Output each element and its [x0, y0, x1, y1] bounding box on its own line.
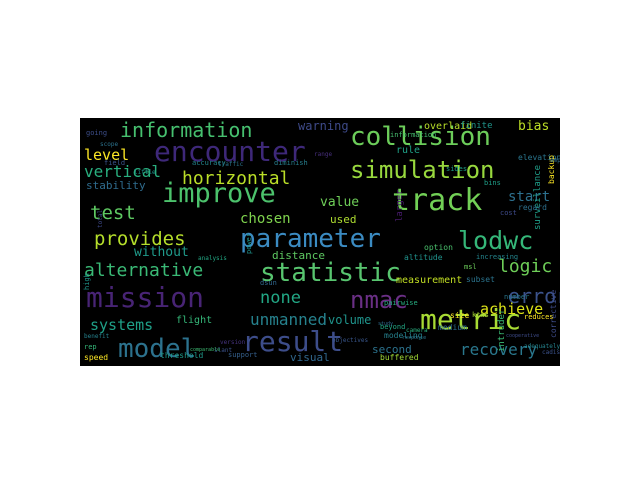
cloud-word: cooperative [506, 333, 540, 339]
cloud-word: option [424, 243, 453, 252]
cloud-word: alternative [84, 260, 204, 281]
cloud-word: sides [446, 165, 468, 173]
cloud-word: parameter [240, 224, 381, 254]
cloud-word: scope [100, 141, 119, 148]
cloud-word: larger [395, 189, 405, 222]
cloud-word: level [84, 146, 130, 164]
cloud-word: recovery [460, 340, 538, 359]
cloud-word: going [86, 129, 108, 137]
cloud-word: beyond [380, 323, 406, 331]
cloud-word: distance [272, 249, 325, 262]
cloud-word: model [118, 334, 197, 364]
cloud-word: analysis [198, 255, 227, 262]
cloud-word: overlaid [424, 121, 473, 132]
cloud-word: none [260, 288, 301, 308]
cloud-word: response [402, 335, 427, 341]
cloud-word: version [220, 339, 246, 346]
cloud-word: chosen [240, 211, 291, 227]
cloud-word: provides [94, 228, 186, 250]
cloud-word: rep [84, 343, 97, 351]
cloud-word: nmac [350, 286, 408, 314]
cloud-word: number [504, 293, 530, 301]
cloud-word: visual [290, 351, 330, 364]
cloud-word: accuracy [192, 159, 226, 167]
cloud-word: total [97, 209, 104, 228]
cloud-word: achieve [480, 300, 544, 318]
cloud-word: altitude [404, 253, 443, 262]
word-cloud: parameter statistic encounter collision simu… [80, 118, 560, 366]
cloud-word: vertical [84, 162, 162, 181]
cloud-word: finite [460, 121, 493, 131]
cloud-word: logic [498, 256, 553, 277]
cloud-word: improve [162, 178, 276, 209]
cloud-word: collision [350, 122, 491, 152]
cloud-word: high [83, 273, 91, 290]
cloud-word: statistic [260, 258, 401, 288]
cloud-word: value [320, 195, 360, 210]
cloud-word: ample [550, 157, 560, 164]
cloud-word: intruder [497, 308, 507, 352]
cloud-word: warning [298, 119, 349, 133]
cloud-word: elevation [518, 153, 560, 162]
cloud-word: medium [438, 323, 467, 332]
cloud-word: regard [518, 203, 547, 212]
cloud-word: pairwise [384, 299, 418, 307]
cloud-word: modeling [384, 331, 423, 340]
cloud-word: track [392, 183, 483, 218]
cloud-word: threshold [160, 351, 204, 360]
cloud-word: bias [518, 119, 550, 134]
cloud-word: flight [176, 315, 213, 326]
cloud-word: without [134, 245, 189, 260]
cloud-word: stability [86, 179, 146, 192]
cloud-word: size [450, 311, 470, 320]
cloud-word: subset [466, 275, 495, 284]
cloud-word: increasing [476, 253, 519, 261]
cloud-word: camera [406, 327, 428, 334]
cloud-word: msl [464, 263, 477, 271]
cloud-word: unmanned [250, 310, 328, 329]
cloud-word: metric [420, 303, 522, 336]
cloud-word: field [104, 159, 126, 167]
cloud-word: surveillance [533, 164, 543, 230]
cloud-word: adequately [524, 343, 560, 350]
cloud-word: buffered [380, 353, 419, 362]
cloud-word: used [330, 213, 357, 226]
cloud-word: measurement [396, 275, 463, 286]
cloud-word: power [245, 232, 253, 254]
cloud-word: mission [86, 281, 205, 314]
cloud-word: second [372, 343, 412, 356]
cloud-word: diminish [274, 159, 308, 167]
cloud-word: range [314, 151, 333, 158]
cloud-word: little [134, 169, 156, 176]
cloud-word: study [378, 321, 394, 327]
cloud-word: bins [484, 179, 501, 187]
cloud-word: systems [90, 316, 154, 334]
cloud-word: rule [396, 145, 421, 156]
cloud-word: information [390, 131, 437, 139]
cloud-word: start [508, 189, 551, 205]
cloud-word: objectives [332, 337, 369, 344]
cloud-word: test [90, 202, 136, 224]
cloud-word: ktas [472, 311, 489, 319]
cloud-word: comparable [190, 347, 221, 353]
cloud-word: speed [84, 353, 109, 362]
cloud-word: horizontal [182, 168, 291, 189]
cloud-word: dsun [260, 279, 277, 287]
cloud-word: support [228, 351, 258, 359]
cloud-word: volume [328, 313, 372, 327]
cloud-word: benefit [84, 333, 110, 340]
cloud-word: cost [500, 209, 517, 217]
cloud-word: reduces [524, 313, 554, 321]
cloud-word: traffic [218, 161, 244, 168]
cloud-word: information [120, 118, 253, 142]
cloud-word: cadis [542, 349, 560, 356]
cloud-word: slant [214, 347, 233, 354]
cloud-word: encounter [154, 135, 306, 168]
cloud-word: result [242, 325, 344, 358]
cloud-word: simulation [350, 156, 495, 184]
cloud-word: lodwc [458, 226, 534, 255]
